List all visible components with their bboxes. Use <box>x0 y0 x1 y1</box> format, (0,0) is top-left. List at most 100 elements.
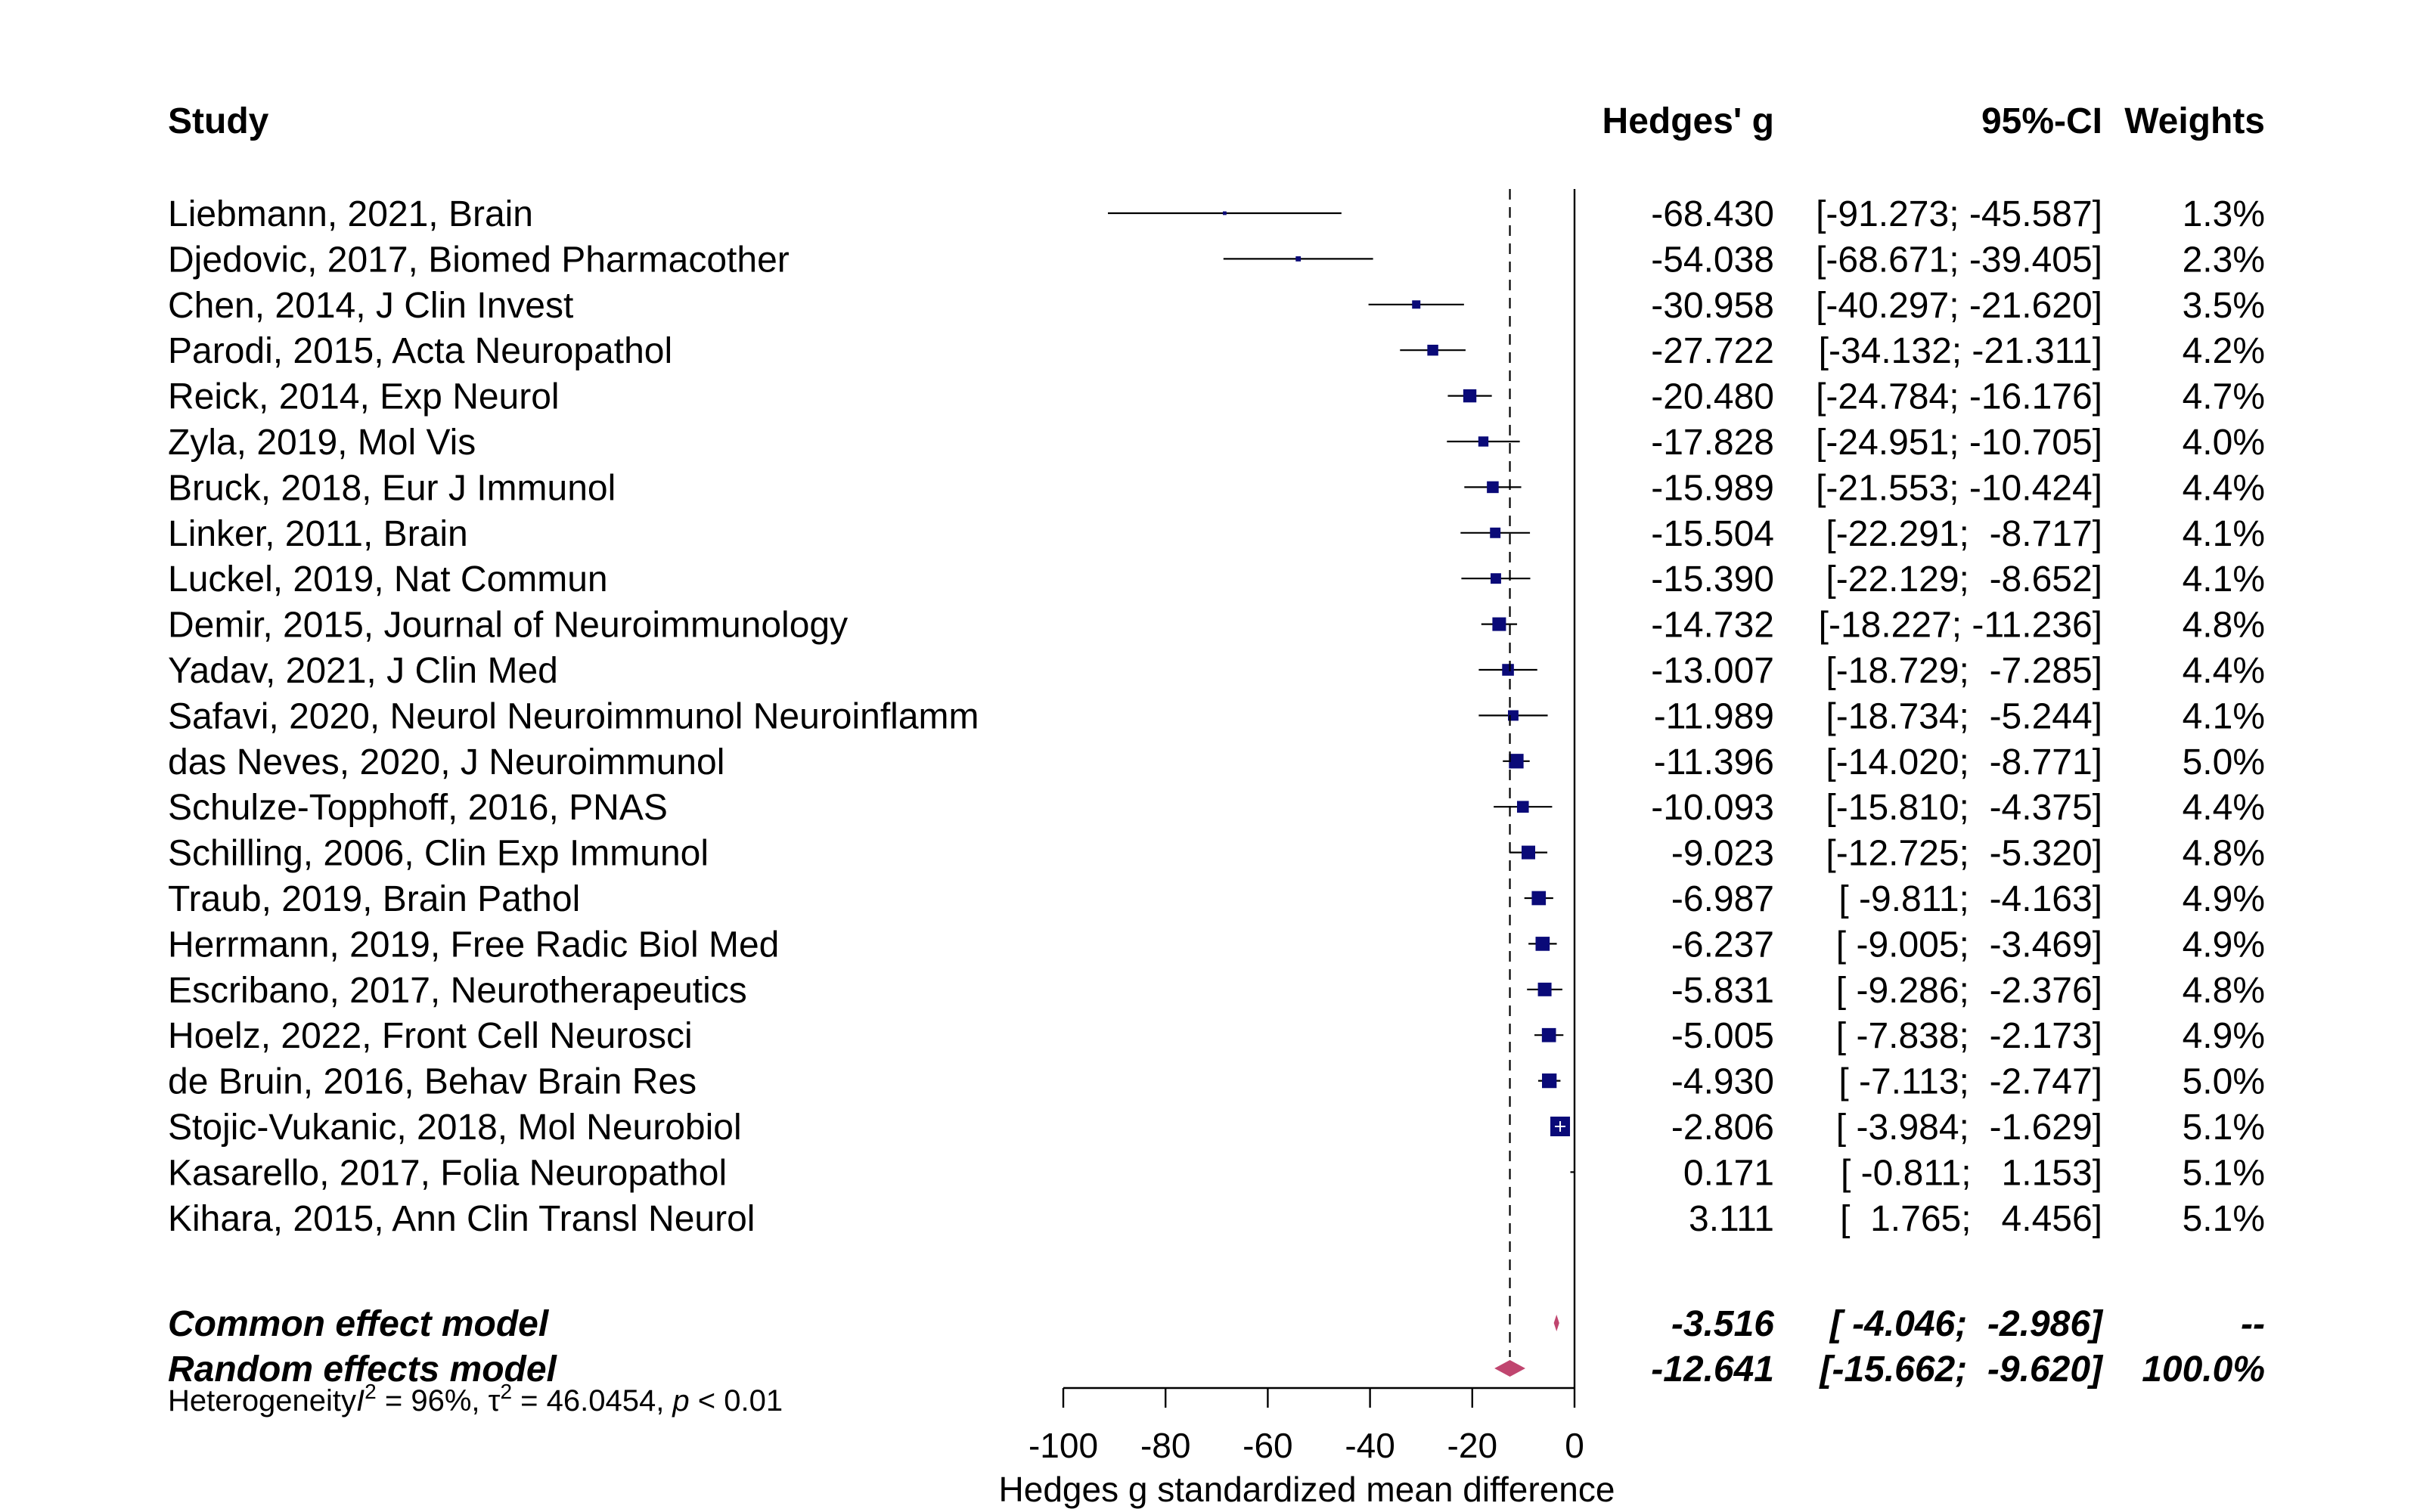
study-effect: -15.989 <box>1651 468 1774 508</box>
study-label: Chen, 2014, J Clin Invest <box>168 286 573 326</box>
study-label: Linker, 2011, Brain <box>168 514 468 554</box>
study-weight: 1.3% <box>2183 194 2265 234</box>
study-label: Liebmann, 2021, Brain <box>168 194 533 234</box>
x-tick-label: -20 <box>1447 1426 1497 1465</box>
study-label: Luckel, 2019, Nat Commun <box>168 559 608 600</box>
study-effect: -68.430 <box>1651 194 1774 234</box>
study-point <box>1463 389 1477 403</box>
study-weight: 4.1% <box>2183 514 2265 554</box>
study-point <box>1295 256 1302 262</box>
study-weight: 3.5% <box>2183 286 2265 326</box>
pooled-diamond <box>1553 1315 1559 1331</box>
study-effect: -5.831 <box>1671 971 1774 1011</box>
study-label: Zyla, 2019, Mol Vis <box>168 423 476 463</box>
study-point <box>1509 754 1524 769</box>
study-label: Demir, 2015, Journal of Neuroimmunology <box>168 606 848 646</box>
study-label: Safavi, 2020, Neurol Neuroimmunol Neuroi… <box>168 696 979 736</box>
study-point <box>1541 1027 1556 1043</box>
i2-text: = 96%, <box>377 1384 489 1418</box>
study-ci: [-18.729; -7.285] <box>1826 651 2102 691</box>
study-ci: [-12.725; -5.320] <box>1826 834 2102 874</box>
study-label: Schulze-Topphoff, 2016, PNAS <box>168 788 668 828</box>
study-weight: 5.1% <box>2183 1199 2265 1239</box>
study-ci: [-21.553; -10.424] <box>1816 468 2102 508</box>
study-weight: 4.2% <box>2183 331 2265 371</box>
study-weight: 4.1% <box>2183 696 2265 736</box>
x-axis: -100 -80 -60 -40 -20 0 <box>1028 1387 1584 1465</box>
study-effect: -54.038 <box>1651 240 1774 280</box>
study-effect: -10.093 <box>1651 788 1774 828</box>
x-tick-label: -40 <box>1345 1426 1395 1465</box>
study-point <box>1492 617 1506 631</box>
study-ci: [-91.273; -45.587] <box>1816 194 2102 234</box>
study-label: Yadav, 2021, J Clin Med <box>168 651 558 691</box>
study-label: Bruck, 2018, Eur J Immunol <box>168 468 616 508</box>
study-weight: 5.1% <box>2183 1153 2265 1193</box>
study-weight: 4.9% <box>2183 925 2265 965</box>
study-weight: 5.1% <box>2183 1108 2265 1148</box>
study-rows: Liebmann, 2021, Brain -68.430 [-91.273; -4… <box>168 194 2265 1390</box>
header-ci: 95%-CI <box>1981 101 2102 141</box>
study-ci: [-22.291; -8.717] <box>1826 514 2102 554</box>
study-weight: 4.9% <box>2183 1016 2265 1056</box>
study-label: de Bruin, 2016, Behav Brain Res <box>168 1062 697 1102</box>
tau2-superscript: 2 <box>500 1380 512 1403</box>
study-ci: [ -9.286; -2.376] <box>1836 971 2102 1011</box>
study-weight: 5.0% <box>2183 742 2265 782</box>
pooled-effect: -3.516 <box>1671 1304 1774 1344</box>
study-point <box>1490 527 1501 538</box>
study-ci: [-24.784; -16.176] <box>1816 377 2102 417</box>
study-weight: 5.0% <box>2183 1062 2265 1102</box>
tau2-symbol: τ <box>489 1384 501 1418</box>
header-effect: Hedges' g <box>1602 101 1774 141</box>
p-text: < 0.01 <box>690 1384 783 1418</box>
study-ci: [ -9.005; -3.469] <box>1836 925 2102 965</box>
header-weights: Weights <box>2124 101 2265 141</box>
study-label: Traub, 2019, Brain Pathol <box>168 879 580 919</box>
study-point <box>1516 801 1529 813</box>
i2-superscript: 2 <box>365 1380 377 1403</box>
study-ci: [-40.297; -21.620] <box>1816 286 2102 326</box>
heterogeneity-prefix: Heterogeneity <box>168 1384 356 1418</box>
study-label: Reick, 2014, Exp Neurol <box>168 377 560 417</box>
i2-symbol: I <box>356 1384 365 1418</box>
study-effect: -27.722 <box>1651 331 1774 371</box>
pooled-diamond <box>1494 1360 1525 1377</box>
study-label: Parodi, 2015, Acta Neuropathol <box>168 331 672 371</box>
study-ci: [ -3.984; -1.629] <box>1836 1108 2102 1148</box>
pooled-label: Common effect model <box>168 1304 550 1344</box>
study-ci: [-68.671; -39.405] <box>1816 240 2102 280</box>
study-weight: 4.4% <box>2183 651 2265 691</box>
study-weight: 4.8% <box>2183 606 2265 646</box>
study-label: Herrmann, 2019, Free Radic Biol Med <box>168 925 779 965</box>
pooled-weight: 100.0% <box>2142 1349 2265 1390</box>
x-tick-label: -60 <box>1243 1426 1292 1465</box>
study-effect: -9.023 <box>1671 834 1774 874</box>
study-label: Hoelz, 2022, Front Cell Neurosci <box>168 1016 693 1056</box>
study-ci: [-15.810; -4.375] <box>1826 788 2102 828</box>
study-label: das Neves, 2020, J Neuroimmunol <box>168 742 724 782</box>
study-ci: [ -9.811; -4.163] <box>1838 879 2102 919</box>
header-study: Study <box>168 101 269 141</box>
study-point <box>1427 344 1438 356</box>
x-tick-label: 0 <box>1565 1426 1584 1465</box>
study-ci: [-18.734; -5.244] <box>1826 696 2102 736</box>
pooled-label: Random effects model <box>168 1349 558 1390</box>
heterogeneity-text: HeterogeneityI2 = 96%, τ2 = 46.0454, p <… <box>168 1380 783 1418</box>
study-point <box>1522 845 1536 860</box>
study-effect: -2.806 <box>1671 1108 1774 1148</box>
study-point <box>1412 300 1421 309</box>
pooled-weight: -- <box>2241 1304 2265 1344</box>
study-point <box>1502 664 1514 676</box>
study-weight: 4.7% <box>2183 377 2265 417</box>
study-ci: [-22.129; -8.652] <box>1826 559 2102 600</box>
study-point <box>1491 573 1501 584</box>
x-tick-label: -80 <box>1140 1426 1190 1465</box>
study-point <box>1531 891 1547 906</box>
study-weight: 4.4% <box>2183 788 2265 828</box>
study-label: Kihara, 2015, Ann Clin Transl Neurol <box>168 1199 755 1239</box>
study-ci: [-24.951; -10.705] <box>1816 423 2102 463</box>
pooled-ci: [-15.662; -9.620] <box>1818 1349 2104 1390</box>
study-point <box>1537 982 1552 996</box>
